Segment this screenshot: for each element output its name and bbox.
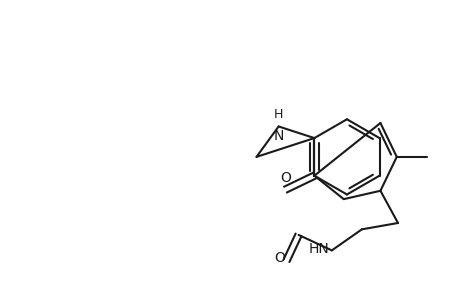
- Text: N: N: [273, 129, 283, 143]
- Text: HN: HN: [308, 242, 329, 256]
- Text: O: O: [280, 171, 290, 185]
- Text: O: O: [274, 251, 285, 266]
- Text: H: H: [273, 108, 283, 121]
